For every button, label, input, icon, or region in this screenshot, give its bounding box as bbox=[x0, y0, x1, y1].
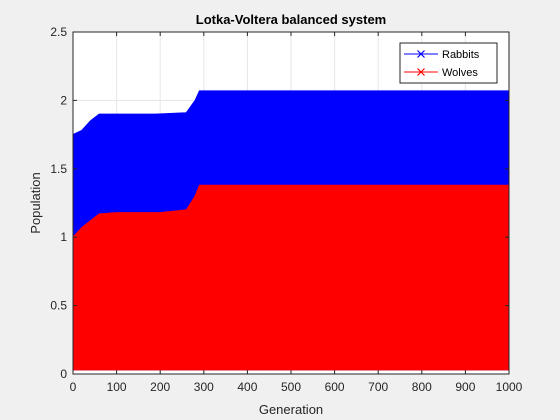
y-tick-label: 0 bbox=[60, 367, 67, 381]
x-tick-label: 100 bbox=[107, 380, 127, 394]
x-tick-label: 300 bbox=[194, 380, 214, 394]
y-tick-label: 2.5 bbox=[50, 25, 67, 39]
legend-entry-rabbits: Rabbits bbox=[442, 49, 480, 61]
legend-marker-x-icon bbox=[417, 50, 425, 58]
legend-marker-x-icon bbox=[417, 68, 425, 76]
legend-box bbox=[399, 42, 498, 84]
x-tick-label: 200 bbox=[150, 380, 170, 394]
x-tick-label: 400 bbox=[237, 380, 257, 394]
y-tick-label: 1.5 bbox=[50, 162, 67, 176]
x-tick-label: 600 bbox=[325, 380, 345, 394]
legend-entry-wolves: Wolves bbox=[442, 67, 478, 79]
x-tick-label: 900 bbox=[455, 380, 475, 394]
y-axis-ticks: 0 0.5 1 1.5 2 2.5 bbox=[50, 25, 509, 381]
y-axis-label: Population bbox=[28, 172, 43, 233]
y-tick-label: 1 bbox=[60, 230, 67, 244]
y-tick-label: 0.5 bbox=[50, 299, 67, 313]
x-axis-label: Generation bbox=[259, 402, 323, 417]
x-tick-label: 800 bbox=[412, 380, 432, 394]
series-layer bbox=[72, 90, 510, 371]
x-axis-ticks: 0 100 200 300 400 500 600 700 800 900 1000 bbox=[70, 32, 523, 394]
x-tick-label: 700 bbox=[368, 380, 388, 394]
x-tick-label: 1000 bbox=[496, 380, 523, 394]
series-band-wolves bbox=[72, 184, 510, 371]
x-tick-label: 0 bbox=[70, 380, 77, 394]
chart-title: Lotka-Voltera balanced system bbox=[196, 12, 387, 27]
y-tick-label: 2 bbox=[60, 93, 67, 107]
x-tick-label: 500 bbox=[281, 380, 301, 394]
legend: Rabbits Wolves bbox=[399, 42, 498, 84]
